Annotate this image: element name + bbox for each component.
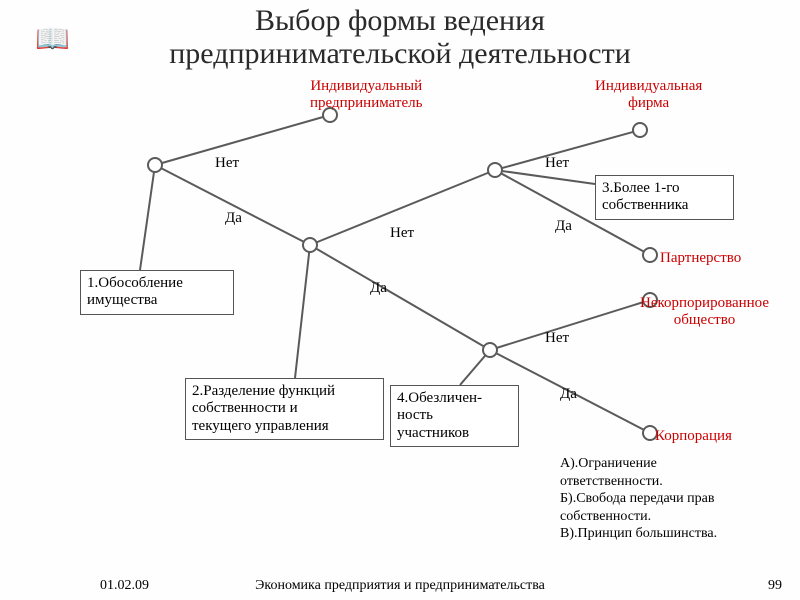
box-text: текущего управления bbox=[192, 418, 329, 434]
decision-node bbox=[302, 237, 318, 253]
answer-label: Да bbox=[555, 218, 572, 235]
answer-label: Нет bbox=[215, 155, 239, 172]
outcome-partnership: Партнерство bbox=[660, 250, 741, 267]
question-box-3: 3.Более 1-го собственника bbox=[595, 175, 734, 220]
decision-node bbox=[482, 342, 498, 358]
question-box-2: 2.Разделение функций собственности и тек… bbox=[185, 378, 384, 440]
footnotes: А).Ограничение ответственности. Б).Свобо… bbox=[560, 455, 717, 543]
footnote-text: В).Принцип большинства. bbox=[560, 526, 717, 541]
outcome-text: общество bbox=[674, 312, 735, 328]
answer-label: Да bbox=[225, 210, 242, 227]
footer-page: 99 bbox=[768, 578, 782, 594]
box-text: собственника bbox=[602, 197, 688, 213]
outcome-individual-entrepreneur: Индивидуальный предприниматель bbox=[310, 78, 422, 112]
outcome-text: Корпорация bbox=[655, 428, 732, 444]
answer-label: Да bbox=[560, 386, 577, 403]
answer-label: Нет bbox=[390, 225, 414, 242]
footer-center: Экономика предприятия и предпринимательс… bbox=[255, 578, 545, 594]
outcome-unincorporated: Некорпорированное общество bbox=[640, 295, 769, 329]
outcome-text: Некорпорированное bbox=[640, 295, 769, 311]
footnote-text: собственности. bbox=[560, 509, 651, 524]
box-text: 3.Более 1-го bbox=[602, 180, 680, 196]
answer-label: Нет bbox=[545, 330, 569, 347]
box-text: участников bbox=[397, 425, 469, 441]
box-text: имущества bbox=[87, 292, 157, 308]
outcome-corporation: Корпорация bbox=[655, 428, 732, 445]
box-text: собственности и bbox=[192, 400, 298, 416]
footnote-text: Б).Свобода передачи прав bbox=[560, 491, 714, 506]
outcome-text: Партнерство bbox=[660, 250, 741, 266]
footer-date: 01.02.09 bbox=[100, 578, 149, 594]
footnote-text: А).Ограничение bbox=[560, 456, 657, 471]
decision-node bbox=[147, 157, 163, 173]
box-text: 4.Обезличен- bbox=[397, 390, 482, 406]
answer-label: Нет bbox=[545, 155, 569, 172]
box-text: 2.Разделение функций bbox=[192, 383, 335, 399]
outcome-text: фирма bbox=[628, 95, 669, 111]
decision-node bbox=[632, 122, 648, 138]
outcome-text: Индивидуальная bbox=[595, 78, 702, 94]
outcome-individual-firm: Индивидуальная фирма bbox=[595, 78, 702, 112]
outcome-text: предприниматель bbox=[310, 95, 422, 111]
question-box-4: 4.Обезличен- ность участников bbox=[390, 385, 519, 447]
box-text: ность bbox=[397, 407, 433, 423]
box-text: 1.Обособление bbox=[87, 275, 183, 291]
decision-node bbox=[487, 162, 503, 178]
answer-label: Да bbox=[370, 280, 387, 297]
footnote-text: ответственности. bbox=[560, 474, 663, 489]
decision-node bbox=[642, 247, 658, 263]
outcome-text: Индивидуальный bbox=[310, 78, 422, 94]
question-box-1: 1.Обособление имущества bbox=[80, 270, 234, 315]
